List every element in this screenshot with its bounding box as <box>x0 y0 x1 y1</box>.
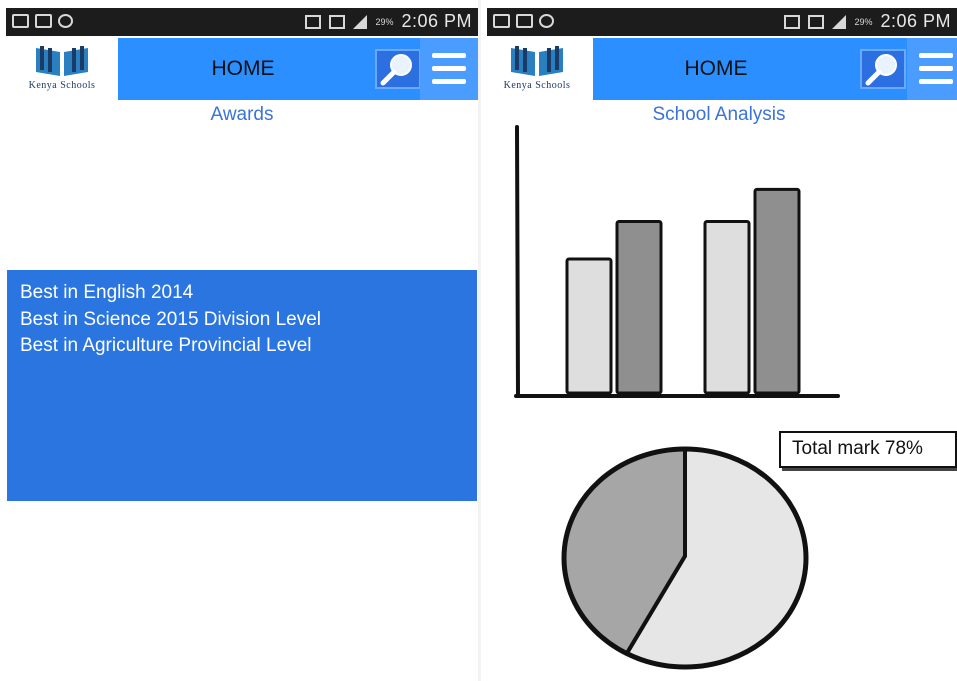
awards-screen: 29% 2:06 PM Kenya Schools HOME <box>0 0 478 681</box>
sync-icon <box>539 14 554 28</box>
chart-y-axis <box>515 125 520 398</box>
nfc-icon <box>305 14 322 29</box>
total-mark-label: Total mark 78% <box>779 431 957 468</box>
search-icon <box>865 54 897 86</box>
status-time: 2:06 PM <box>401 11 472 31</box>
signal-icon <box>832 14 847 29</box>
search-icon <box>380 54 412 86</box>
award-item[interactable]: Best in Agriculture Provincial Level <box>20 335 312 356</box>
bar-mark <box>703 219 751 395</box>
menu-button[interactable] <box>907 38 957 100</box>
pie-chart <box>561 446 809 670</box>
analysis-screen: 29% 2:06 PM Kenya Schools HOME <box>481 0 957 681</box>
app-logo[interactable]: Kenya Schools <box>6 38 118 100</box>
book-logo-icon <box>36 46 88 76</box>
book-logo-icon <box>511 46 563 76</box>
bar-mark <box>565 257 613 395</box>
gallery-icon <box>12 14 29 28</box>
logo-text: Kenya Schools <box>28 80 96 91</box>
signal-icon <box>353 14 368 29</box>
award-item[interactable]: Best in English 2014 <box>20 282 194 303</box>
app-bar: Kenya Schools HOME <box>481 38 957 100</box>
bar-chart <box>514 125 840 398</box>
page-title: School Analysis <box>652 104 786 125</box>
pie-outline <box>561 446 809 670</box>
gallery-icon <box>493 14 510 28</box>
battery-level: 29% <box>854 16 873 27</box>
mail-icon <box>516 14 533 28</box>
page-title: Awards <box>210 104 274 125</box>
status-bar: 29% 2:06 PM <box>487 8 957 36</box>
alarm-icon <box>329 14 346 29</box>
app-bar: Kenya Schools HOME <box>6 38 478 100</box>
app-title: HOME <box>684 57 748 80</box>
menu-button[interactable] <box>420 38 478 100</box>
screen-divider <box>478 0 481 681</box>
bar-mark <box>753 187 801 395</box>
search-button[interactable] <box>375 49 421 89</box>
search-button[interactable] <box>860 49 906 89</box>
bar-mark <box>615 219 663 395</box>
app-logo[interactable]: Kenya Schools <box>481 38 593 100</box>
logo-text: Kenya Schools <box>503 80 571 91</box>
app-title: HOME <box>211 57 275 80</box>
awards-list: Best in English 2014 Best in Science 201… <box>7 270 477 501</box>
alarm-icon <box>808 14 825 29</box>
status-bar: 29% 2:06 PM <box>6 8 478 36</box>
nfc-icon <box>784 14 801 29</box>
sync-icon <box>58 14 73 28</box>
award-item[interactable]: Best in Science 2015 Division Level <box>20 308 322 330</box>
mail-icon <box>35 14 52 28</box>
battery-level: 29% <box>375 16 394 27</box>
status-time: 2:06 PM <box>880 11 951 31</box>
